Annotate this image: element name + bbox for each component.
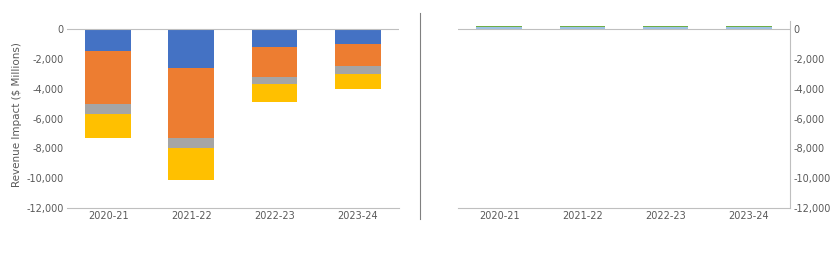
Bar bbox=[86, 51, 131, 104]
Bar bbox=[252, 77, 298, 84]
Bar bbox=[560, 26, 606, 27]
Bar bbox=[643, 26, 689, 27]
Bar bbox=[252, 84, 298, 102]
Bar bbox=[252, 29, 298, 47]
Bar bbox=[168, 148, 215, 180]
Bar bbox=[168, 29, 215, 68]
Bar bbox=[86, 104, 131, 114]
Bar bbox=[334, 66, 381, 74]
Bar bbox=[643, 27, 689, 29]
Bar bbox=[726, 27, 772, 29]
Bar bbox=[334, 29, 381, 44]
Bar bbox=[477, 26, 522, 27]
Y-axis label: Revenue Impact ($ Millions): Revenue Impact ($ Millions) bbox=[12, 42, 22, 187]
Bar bbox=[86, 29, 131, 51]
Bar bbox=[168, 68, 215, 138]
Bar bbox=[252, 47, 298, 77]
Bar bbox=[334, 74, 381, 89]
Bar bbox=[86, 114, 131, 138]
Bar bbox=[726, 26, 772, 27]
Bar bbox=[168, 138, 215, 148]
Bar bbox=[334, 44, 381, 66]
Bar bbox=[560, 27, 606, 29]
Bar bbox=[477, 27, 522, 29]
